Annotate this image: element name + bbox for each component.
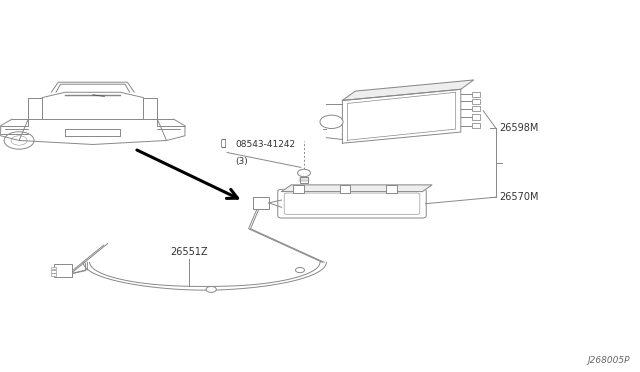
Bar bbox=[54, 264, 72, 277]
Bar bbox=[472, 123, 480, 128]
Bar bbox=[51, 273, 56, 276]
Text: J268005P: J268005P bbox=[588, 356, 630, 365]
Text: 08543-41242: 08543-41242 bbox=[235, 140, 295, 149]
Polygon shape bbox=[342, 89, 461, 143]
Bar bbox=[472, 106, 480, 111]
Polygon shape bbox=[342, 80, 474, 100]
Polygon shape bbox=[282, 185, 432, 192]
Text: (3): (3) bbox=[235, 157, 248, 166]
Bar bbox=[340, 185, 350, 193]
Bar bbox=[293, 185, 303, 193]
FancyBboxPatch shape bbox=[284, 193, 420, 214]
Text: 26598M: 26598M bbox=[499, 124, 539, 133]
Circle shape bbox=[320, 115, 343, 129]
Bar bbox=[387, 185, 397, 193]
Text: Ⓢ: Ⓢ bbox=[221, 140, 226, 149]
Circle shape bbox=[296, 267, 305, 273]
Text: 26570M: 26570M bbox=[499, 192, 539, 202]
Bar bbox=[472, 99, 480, 104]
Text: 26551Z: 26551Z bbox=[170, 247, 207, 257]
Bar bbox=[472, 92, 480, 97]
Circle shape bbox=[298, 169, 310, 177]
Bar bbox=[300, 177, 308, 183]
FancyBboxPatch shape bbox=[278, 189, 426, 218]
Bar bbox=[472, 115, 480, 120]
Bar bbox=[51, 267, 56, 269]
Bar bbox=[253, 197, 269, 208]
Circle shape bbox=[206, 286, 216, 292]
Bar bbox=[51, 270, 56, 273]
